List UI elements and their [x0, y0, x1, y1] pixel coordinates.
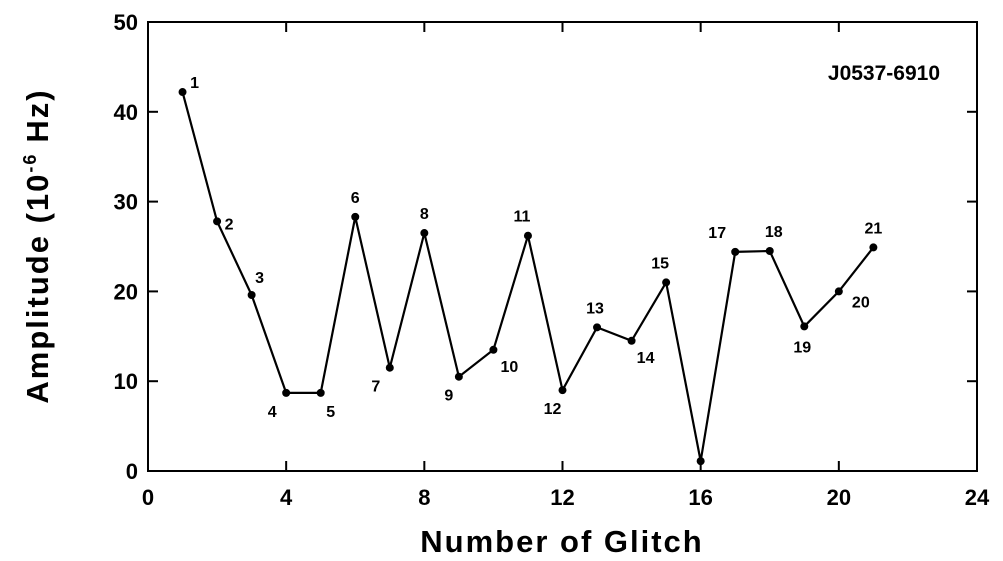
y-tick-label: 0	[126, 459, 138, 484]
data-point	[247, 290, 256, 299]
x-tick-label: 0	[142, 485, 154, 510]
data-point	[282, 388, 291, 397]
data-point	[800, 322, 809, 331]
y-tick-label: 20	[114, 279, 138, 304]
point-label: 1	[190, 75, 199, 92]
y-tick-label: 50	[114, 10, 138, 35]
data-point	[834, 287, 843, 296]
y-label-exp: -6	[20, 153, 40, 173]
y-tick-label: 30	[114, 190, 138, 215]
y-tick-label: 10	[114, 369, 138, 394]
point-label: 13	[586, 300, 604, 317]
data-point	[627, 336, 636, 345]
x-tick-label: 12	[550, 485, 574, 510]
data-point	[420, 229, 429, 238]
data-point	[558, 386, 567, 395]
x-tick-label: 20	[827, 485, 851, 510]
data-point	[731, 247, 740, 256]
data-point	[696, 457, 705, 466]
data-point	[869, 243, 878, 252]
data-point	[523, 231, 532, 240]
point-label: 3	[255, 270, 264, 287]
y-axis-label: Amplitude (10-6 Hz)	[20, 88, 55, 403]
y-label-main: Amplitude (10	[20, 173, 55, 404]
point-label: 17	[708, 225, 726, 242]
data-point	[316, 388, 325, 397]
point-label: 8	[420, 206, 429, 223]
point-label: 7	[371, 379, 380, 396]
x-tick-label: 8	[418, 485, 430, 510]
data-point	[178, 88, 187, 97]
point-label: 9	[444, 388, 453, 405]
point-label: 11	[513, 209, 530, 226]
data-point	[454, 372, 463, 381]
data-point	[213, 217, 222, 226]
point-label: 20	[852, 294, 870, 311]
point-label: 19	[793, 339, 811, 356]
point-label: 5	[326, 404, 335, 421]
point-label: 14	[637, 350, 655, 367]
data-point	[385, 363, 394, 372]
data-point	[765, 246, 774, 255]
y-label-unit: Hz)	[20, 88, 55, 142]
point-label: 10	[501, 359, 519, 376]
data-point	[489, 345, 498, 354]
point-label: 2	[225, 216, 234, 233]
point-label: 4	[268, 404, 277, 421]
point-label: 12	[544, 401, 562, 418]
data-point	[351, 212, 360, 221]
data-point	[662, 278, 671, 287]
x-tick-label: 24	[965, 485, 990, 510]
point-label: 6	[351, 190, 360, 207]
point-label: 15	[651, 255, 669, 272]
x-tick-label: 16	[688, 485, 712, 510]
point-label: 18	[765, 224, 783, 241]
x-tick-label: 4	[280, 485, 293, 510]
y-tick-label: 40	[114, 100, 138, 125]
x-axis-label: Number of Glitch	[420, 524, 703, 559]
annotation: J0537-6910	[828, 62, 940, 85]
data-line	[181, 91, 875, 462]
point-label: 21	[864, 220, 882, 237]
data-point	[593, 323, 602, 332]
